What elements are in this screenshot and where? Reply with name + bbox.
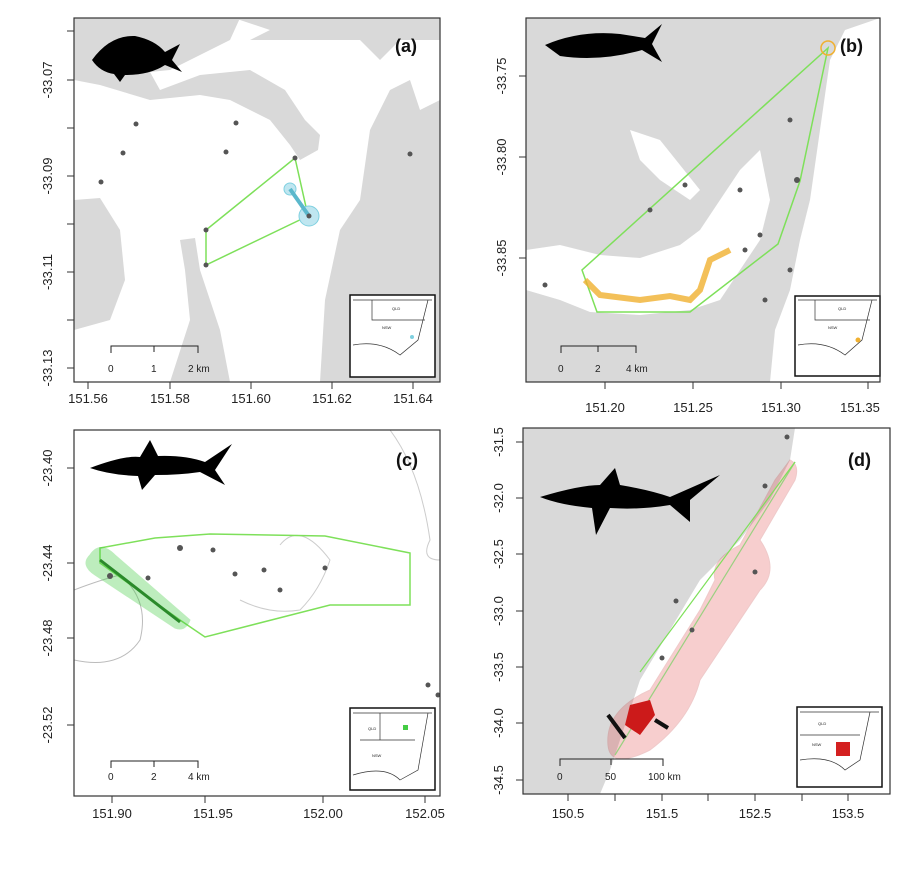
- inset-map: QLD NSW: [349, 707, 436, 791]
- label-text: -33.11: [40, 254, 55, 290]
- panel-label: (d): [848, 450, 871, 470]
- label-text: 100 km: [648, 772, 681, 783]
- label-text: -33.80: [494, 139, 509, 176]
- label-text: -34.0: [491, 708, 506, 738]
- label-text: -33.13: [40, 350, 55, 387]
- label-text: 150.5: [552, 806, 585, 821]
- label-text: 2: [595, 364, 601, 375]
- label-text: 151.95: [193, 806, 233, 821]
- label-text: -32.5: [491, 539, 506, 569]
- label-text: QLD: [368, 726, 376, 731]
- label-text: -33.5: [491, 652, 506, 682]
- map-d-land: [523, 428, 795, 794]
- shark-silhouette-icon: [540, 468, 720, 535]
- label-text: 0: [558, 364, 564, 375]
- panel-b: (b) QLD NSW 0 2 4 km -33.75 -33.80 -33.8…: [494, 17, 881, 415]
- inset-map: QLD NSW: [349, 294, 436, 378]
- x-axis: 151.56 151.58 151.60 151.62 151.64: [68, 382, 433, 406]
- label-text: -32.0: [491, 483, 506, 513]
- label-text: 152.5: [739, 806, 772, 821]
- fish-silhouette-icon: [545, 24, 662, 62]
- y-axis: -33.75 -33.80 -33.85: [494, 58, 526, 277]
- panel-label: (c): [396, 450, 418, 470]
- shark-silhouette-icon: [90, 440, 232, 490]
- label-text: -31.5: [491, 427, 506, 457]
- label-text: 153.5: [832, 806, 865, 821]
- map-a-tracks: [98, 120, 413, 268]
- label-text: 151.60: [231, 391, 271, 406]
- label-text: 4 km: [188, 772, 210, 783]
- label-text: QLD: [392, 306, 400, 311]
- label-text: -23.48: [40, 620, 55, 657]
- label-text: 151.5: [646, 806, 679, 821]
- panel-a: (a) QLD NSW 0 1 2 km -33.07 -33.09 -33.1…: [40, 17, 441, 406]
- label-text: 151.64: [393, 391, 433, 406]
- panel-c: (c) QLD NSW 0 2 4 km -23.40 -23.44 -23.4…: [40, 429, 445, 821]
- scale-bar: 0 1 2 km: [108, 345, 210, 375]
- label-text: 4 km: [626, 364, 648, 375]
- inset-map: QLD NSW: [794, 295, 881, 377]
- label-text: 0: [108, 364, 114, 375]
- scale-bar: 0 2 4 km: [558, 345, 648, 375]
- label-text: 0: [108, 772, 114, 783]
- scale-bar: 0 50 100 km: [557, 758, 681, 783]
- label-text: -33.0: [491, 596, 506, 626]
- y-axis: -23.40 -23.44 -23.48 -23.52: [40, 450, 74, 744]
- panel-d: (d) QLD NSW 0 50 100 km -31.5 -32.0 -32.…: [491, 427, 891, 821]
- fish-silhouette-icon: [92, 35, 182, 82]
- label-text: 152.05: [405, 806, 445, 821]
- x-axis: 151.90 151.95 152.00 152.05: [92, 796, 445, 821]
- label-text: 151.25: [673, 400, 713, 415]
- panel-label: (a): [395, 36, 417, 56]
- y-axis: -33.07 -33.09 -33.11 -33.13: [40, 30, 74, 387]
- label-text: -33.85: [494, 240, 509, 277]
- scale-bar: 0 2 4 km: [108, 760, 210, 783]
- label-text: -34.5: [491, 765, 506, 795]
- inset-map: QLD NSW: [796, 706, 883, 788]
- x-axis: 150.5 151.5 152.5 153.5: [552, 794, 865, 821]
- label-text: 151.35: [840, 400, 880, 415]
- label-text: -33.75: [494, 58, 509, 95]
- map-b-tracks: [542, 40, 836, 313]
- label-text: 1: [151, 364, 157, 375]
- label-text: QLD: [838, 306, 846, 311]
- label-text: -23.40: [40, 450, 55, 487]
- label-text: 151.58: [150, 391, 190, 406]
- map-d-tracks: [606, 434, 798, 760]
- x-axis: 151.20 151.25 151.30 151.35: [585, 382, 880, 415]
- label-text: -33.07: [40, 62, 55, 99]
- label-text: NSW: [812, 742, 822, 747]
- label-text: NSW: [382, 325, 392, 330]
- panel-label: (b): [840, 36, 863, 56]
- label-text: 50: [605, 772, 617, 783]
- label-text: 152.00: [303, 806, 343, 821]
- label-text: -23.44: [40, 545, 55, 582]
- label-text: 0: [557, 772, 563, 783]
- label-text: 2 km: [188, 364, 210, 375]
- label-text: 151.56: [68, 391, 108, 406]
- map-c-tracks: [85, 533, 440, 698]
- label-text: 2: [151, 772, 157, 783]
- label-text: NSW: [828, 325, 838, 330]
- label-text: NSW: [372, 753, 382, 758]
- y-axis: -31.5 -32.0 -32.5 -33.0 -33.5 -34.0 -34.…: [491, 427, 523, 795]
- label-text: 151.62: [312, 391, 352, 406]
- label-text: 151.20: [585, 400, 625, 415]
- label-text: -23.52: [40, 707, 55, 744]
- label-text: 151.30: [761, 400, 801, 415]
- label-text: -33.09: [40, 158, 55, 195]
- label-text: 151.90: [92, 806, 132, 821]
- label-text: QLD: [818, 721, 826, 726]
